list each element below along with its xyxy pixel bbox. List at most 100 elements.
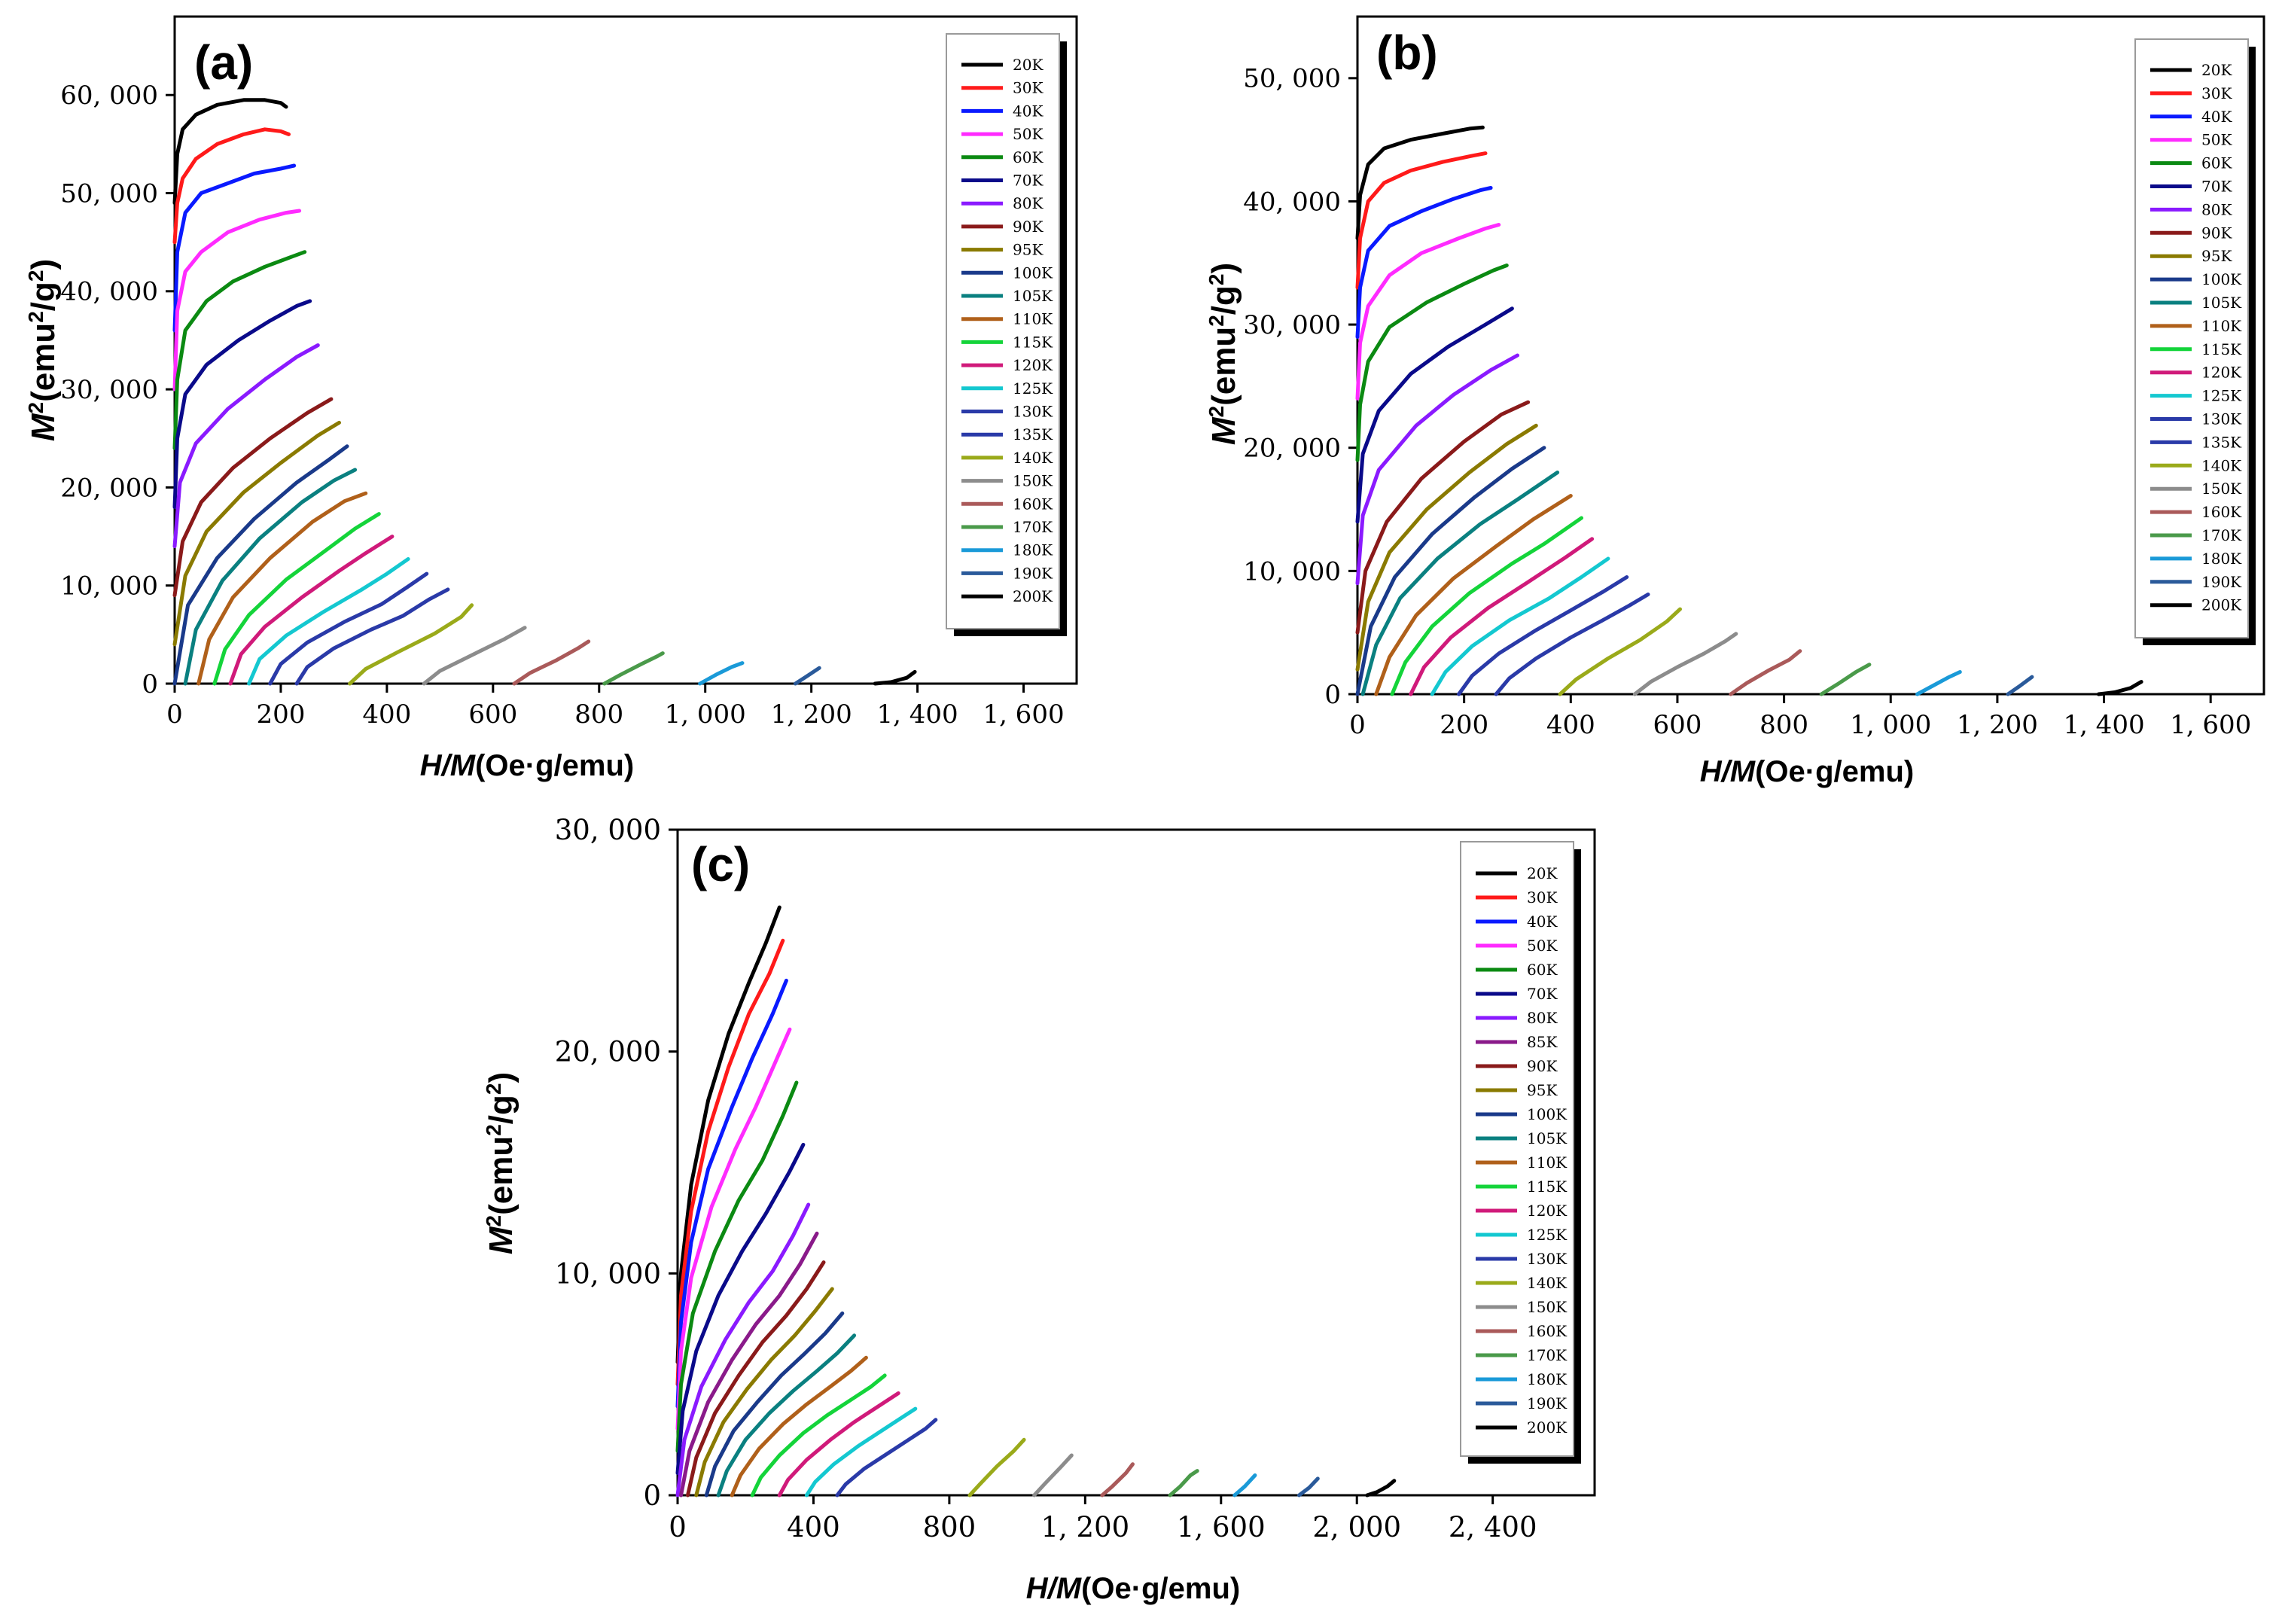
y-tick-label: 0	[1324, 680, 1341, 710]
legend-label-150K: 150K	[1013, 472, 1053, 490]
legend-label-110K: 110K	[2201, 317, 2242, 335]
series-line-170K	[1168, 1469, 1199, 1498]
legend-label-105K: 105K	[1527, 1129, 1568, 1147]
y-axis-title-unit-sup2: 2	[24, 270, 47, 282]
legend-label-40K: 40K	[1527, 913, 1558, 931]
series-line-20K	[675, 905, 782, 1364]
series-line-140K	[967, 1437, 1026, 1498]
panel-label: (b)	[1376, 26, 1438, 80]
legend-label-50K: 50K	[1013, 125, 1044, 143]
x-tick-label: 600	[468, 699, 517, 730]
y-axis-title-unit-sup: 2	[1205, 315, 1228, 327]
series-line-30K	[1355, 151, 1488, 290]
legend-label-170K: 170K	[2201, 526, 2242, 544]
legend-label-125K: 125K	[2201, 387, 2242, 405]
x-tick-label: 200	[256, 699, 305, 730]
x-tick-label: 800	[574, 699, 623, 730]
y-axis-title-unit-sup2: 2	[482, 1083, 505, 1095]
legend-label-80K: 80K	[2201, 200, 2232, 218]
legend-label-80K: 80K	[1013, 194, 1044, 212]
legend-label-200K: 200K	[2201, 596, 2242, 614]
series-line-30K	[172, 127, 291, 245]
series-line-150K	[1632, 632, 1738, 696]
y-axis-title-unit: (emu	[483, 1136, 519, 1215]
legend-label-115K: 115K	[1013, 333, 1053, 351]
x-tick-label: 0	[166, 699, 183, 730]
series-line-60K	[675, 1080, 799, 1453]
series-line-115K	[1390, 516, 1583, 696]
series-line-100K	[1355, 446, 1546, 696]
y-tick-label: 0	[142, 669, 158, 699]
series-line-120K	[228, 535, 395, 686]
legend-label-190K: 190K	[1527, 1394, 1568, 1412]
series-line-110K	[1374, 494, 1573, 696]
legend-label-120K: 120K	[1527, 1202, 1568, 1220]
x-axis-title-unit: (Oe·g/emu)	[1081, 1572, 1240, 1605]
legend-label-190K: 190K	[2201, 573, 2242, 591]
x-tick-label: 1, 000	[665, 699, 746, 730]
legend-label-60K: 60K	[2201, 154, 2232, 172]
series-line-135K	[294, 587, 450, 686]
series-line-160K	[1100, 1462, 1135, 1498]
legend-label-95K: 95K	[1013, 241, 1044, 259]
legend-label-110K: 110K	[1013, 310, 1053, 328]
series-line-110K	[730, 1355, 868, 1498]
legend-label-20K: 20K	[1013, 56, 1044, 74]
legend-label-135K: 135K	[1013, 425, 1053, 443]
y-axis-title-close: )	[1205, 263, 1242, 274]
series-line-90K	[172, 397, 334, 598]
y-axis-title-var: M	[483, 1226, 519, 1254]
series-line-80K	[1355, 353, 1519, 586]
plot-frame	[676, 828, 1596, 1497]
series-line-105K	[716, 1333, 857, 1498]
legend-label-30K: 30K	[1527, 888, 1558, 906]
legend-label-140K: 140K	[2201, 456, 2242, 474]
y-axis-title-var: M	[25, 413, 62, 441]
series-line-95K	[694, 1287, 834, 1498]
x-tick-label: 1, 200	[771, 699, 852, 730]
y-axis-title-var: M	[1205, 416, 1242, 445]
series-line-80K	[172, 343, 320, 549]
x-tick-label: 1, 600	[983, 699, 1064, 730]
series-line-50K	[1355, 223, 1501, 401]
y-tick-label: 50, 000	[60, 178, 158, 209]
legend-label-50K: 50K	[2201, 131, 2232, 149]
x-tick-label: 800	[1760, 710, 1808, 740]
series-line-40K	[675, 978, 788, 1409]
x-tick-label: 1, 200	[1957, 710, 2038, 740]
legend-label-70K: 70K	[1013, 172, 1044, 190]
series-line-60K	[1355, 264, 1509, 462]
y-axis-title-close: )	[25, 259, 62, 270]
series-line-200K	[1365, 1479, 1397, 1498]
series-line-160K	[1729, 649, 1802, 696]
x-tick-label: 1, 400	[2063, 710, 2144, 740]
y-axis-title-unit-sup: 2	[24, 311, 47, 323]
legend-label-120K: 120K	[1013, 356, 1053, 374]
series-line-180K	[1232, 1473, 1257, 1498]
series-line-130K	[268, 571, 429, 686]
legend-label-180K: 180K	[1527, 1370, 1568, 1388]
legend-label-170K: 170K	[1527, 1346, 1568, 1364]
series-line-95K	[172, 420, 341, 647]
y-tick-label: 30, 000	[555, 814, 661, 846]
legend-label-20K: 20K	[2201, 61, 2232, 79]
legend-label-100K: 100K	[2201, 270, 2242, 288]
x-tick-label: 800	[923, 1511, 976, 1543]
legend-label-90K: 90K	[1527, 1057, 1558, 1075]
series-line-170K	[602, 651, 665, 686]
legend-label-140K: 140K	[1527, 1274, 1568, 1292]
legend-label-60K: 60K	[1013, 148, 1044, 166]
y-axis-title: M2(emu2/g2)	[482, 1072, 520, 1254]
y-tick-label: 10, 000	[60, 571, 158, 602]
series-line-85K	[679, 1231, 819, 1498]
legend-label-150K: 150K	[2201, 480, 2242, 498]
x-tick-label: 1, 600	[1177, 1511, 1266, 1543]
legend-label-160K: 160K	[2201, 503, 2242, 521]
series-line-150K	[422, 626, 527, 686]
x-axis-title: H/M(Oe·g/emu)	[1026, 1572, 1240, 1605]
series-line-140K	[1558, 607, 1682, 696]
legend-label-90K: 90K	[1013, 218, 1044, 236]
legend-label-150K: 150K	[1527, 1298, 1568, 1316]
series-line-130K	[835, 1418, 938, 1498]
x-tick-label: 0	[669, 1511, 687, 1543]
